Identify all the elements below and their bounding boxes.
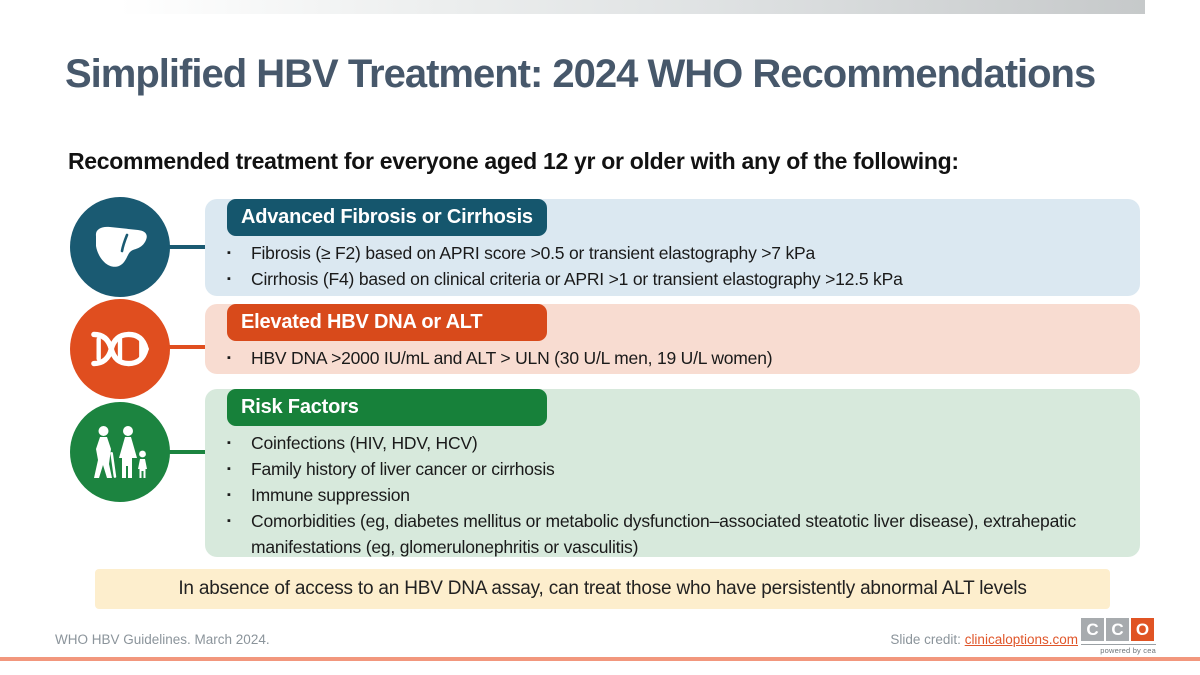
cco-logo-tagline: powered by cea xyxy=(1081,644,1156,655)
footer-accent-line xyxy=(0,657,1200,661)
section-box-risk: Risk Factors ▪ Coinfections (HIV, HDV, HCV… xyxy=(205,389,1140,557)
bullet-text: Fibrosis (≥ F2) based on APRI score >0.5… xyxy=(251,243,816,263)
cco-logo-letter-c-0: C xyxy=(1081,618,1104,641)
bullet-marker: ▪ xyxy=(227,515,231,527)
bullet-item: ▪ Family history of liver cancer or cirrh… xyxy=(217,456,1124,482)
bullet-text: Coinfections (HIV, HDV, HCV) xyxy=(251,433,478,453)
connector-line xyxy=(158,345,210,349)
section-header-fibrosis: Advanced Fibrosis or Cirrhosis xyxy=(227,199,547,236)
bullet-marker: ▪ xyxy=(227,352,231,364)
bullet-item: ▪ Immune suppression xyxy=(217,482,1124,508)
slide-credit: Slide credit: clinicaloptions.com xyxy=(890,632,1078,647)
bullet-item: ▪ HBV DNA >2000 IU/mL and ALT > ULN (30 U… xyxy=(217,345,1124,371)
credit-link[interactable]: clinicaloptions.com xyxy=(964,632,1078,647)
cco-logo-letter-o-2: O xyxy=(1131,618,1154,641)
bullet-marker: ▪ xyxy=(227,489,231,501)
bullet-marker: ▪ xyxy=(227,247,231,259)
top-decor-strip xyxy=(65,0,1145,14)
bullet-text: Family history of liver cancer or cirrho… xyxy=(251,459,555,479)
section-fibrosis: Advanced Fibrosis or Cirrhosis ▪ Fibrosis … xyxy=(70,197,1140,297)
bullet-item: ▪ Cirrhosis (F4) based on clinical criter… xyxy=(217,266,1124,292)
dna-icon xyxy=(70,299,170,399)
section-header-dna: Elevated HBV DNA or ALT xyxy=(227,304,547,341)
people-icon xyxy=(70,402,170,502)
note-text: In absence of access to an HBV DNA assay… xyxy=(178,578,1027,599)
liver-icon xyxy=(70,197,170,297)
slide-title: Simplified HBV Treatment: 2024 WHO Recom… xyxy=(65,52,1096,96)
section-box-dna: Elevated HBV DNA or ALT ▪ HBV DNA >2000 IU… xyxy=(205,304,1140,374)
bullet-item: ▪ Fibrosis (≥ F2) based on APRI score >0.… xyxy=(217,240,1124,266)
bullet-text: HBV DNA >2000 IU/mL and ALT > ULN (30 U/… xyxy=(251,348,773,368)
bullet-item: ▪ Comorbidities (eg, diabetes mellitus or… xyxy=(217,508,1124,560)
section-header-risk: Risk Factors xyxy=(227,389,547,426)
bullet-item: ▪ Coinfections (HIV, HDV, HCV) xyxy=(217,430,1124,456)
section-dna: Elevated HBV DNA or ALT ▪ HBV DNA >2000 IU… xyxy=(70,299,1140,399)
bullet-marker: ▪ xyxy=(227,437,231,449)
bullet-marker: ▪ xyxy=(227,463,231,475)
bullet-text: Comorbidities (eg, diabetes mellitus or … xyxy=(251,511,1077,557)
section-box-fibrosis: Advanced Fibrosis or Cirrhosis ▪ Fibrosis … xyxy=(205,199,1140,296)
connector-line xyxy=(158,450,210,454)
bullet-marker: ▪ xyxy=(227,273,231,285)
slide-subtitle: Recommended treatment for everyone aged … xyxy=(68,148,959,174)
bullet-text: Immune suppression xyxy=(251,485,410,505)
cco-logo-letter-c-1: C xyxy=(1106,618,1129,641)
section-risk: Risk Factors ▪ Coinfections (HIV, HDV, HCV… xyxy=(70,389,1140,557)
connector-line xyxy=(158,245,210,249)
credit-label: Slide credit: xyxy=(890,632,965,647)
note-box: In absence of access to an HBV DNA assay… xyxy=(95,569,1110,609)
footer-reference: WHO HBV Guidelines. March 2024. xyxy=(55,632,270,647)
bullet-text: Cirrhosis (F4) based on clinical criteri… xyxy=(251,269,903,289)
